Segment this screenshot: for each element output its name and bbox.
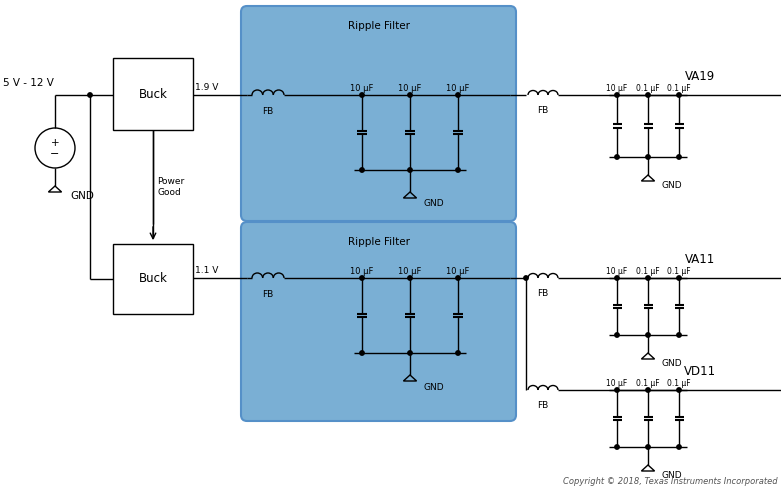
Circle shape bbox=[646, 388, 651, 392]
Text: GND: GND bbox=[70, 191, 94, 201]
Text: GND: GND bbox=[424, 382, 444, 391]
Text: Ripple Filter: Ripple Filter bbox=[348, 21, 409, 31]
Text: Ripple Filter: Ripple Filter bbox=[348, 237, 409, 247]
Circle shape bbox=[646, 93, 651, 97]
Circle shape bbox=[87, 93, 92, 97]
Circle shape bbox=[677, 388, 681, 392]
Circle shape bbox=[677, 276, 681, 280]
Text: 0.1 μF: 0.1 μF bbox=[637, 379, 660, 388]
Text: 10 μF: 10 μF bbox=[606, 84, 628, 93]
Circle shape bbox=[615, 388, 619, 392]
Text: 0.1 μF: 0.1 μF bbox=[667, 84, 691, 93]
Circle shape bbox=[456, 351, 460, 355]
Text: VA11: VA11 bbox=[685, 253, 715, 266]
Circle shape bbox=[615, 333, 619, 337]
Text: Power
Good: Power Good bbox=[157, 177, 184, 197]
Text: FB: FB bbox=[537, 289, 548, 298]
Circle shape bbox=[408, 351, 412, 355]
Text: 5 V - 12 V: 5 V - 12 V bbox=[3, 78, 54, 88]
Text: Copyright © 2018, Texas Instruments Incorporated: Copyright © 2018, Texas Instruments Inco… bbox=[563, 477, 778, 486]
Circle shape bbox=[360, 168, 364, 172]
Circle shape bbox=[408, 93, 412, 97]
Circle shape bbox=[456, 168, 460, 172]
Text: FB: FB bbox=[537, 106, 548, 115]
Text: FB: FB bbox=[262, 107, 273, 116]
FancyBboxPatch shape bbox=[113, 244, 193, 314]
Text: 0.1 μF: 0.1 μF bbox=[667, 379, 691, 388]
Text: 10 μF: 10 μF bbox=[398, 267, 422, 276]
Circle shape bbox=[360, 276, 364, 280]
Text: 10 μF: 10 μF bbox=[351, 84, 373, 93]
FancyBboxPatch shape bbox=[241, 222, 516, 421]
Circle shape bbox=[456, 276, 460, 280]
Circle shape bbox=[524, 276, 528, 280]
Text: Buck: Buck bbox=[138, 273, 167, 285]
Text: VA19: VA19 bbox=[685, 70, 715, 83]
Circle shape bbox=[360, 351, 364, 355]
Circle shape bbox=[677, 93, 681, 97]
Text: 1.1 V: 1.1 V bbox=[195, 266, 219, 275]
Text: 0.1 μF: 0.1 μF bbox=[667, 267, 691, 276]
Text: 10 μF: 10 μF bbox=[606, 267, 628, 276]
FancyBboxPatch shape bbox=[241, 6, 516, 221]
Text: FB: FB bbox=[537, 401, 548, 410]
Circle shape bbox=[677, 333, 681, 337]
Circle shape bbox=[456, 93, 460, 97]
Text: GND: GND bbox=[662, 470, 683, 480]
Text: 10 μF: 10 μF bbox=[351, 267, 373, 276]
Text: FB: FB bbox=[262, 290, 273, 299]
Circle shape bbox=[408, 276, 412, 280]
Circle shape bbox=[646, 155, 651, 159]
Text: Buck: Buck bbox=[138, 87, 167, 101]
Circle shape bbox=[408, 168, 412, 172]
Circle shape bbox=[677, 155, 681, 159]
Text: 10 μF: 10 μF bbox=[398, 84, 422, 93]
Circle shape bbox=[615, 155, 619, 159]
Text: 0.1 μF: 0.1 μF bbox=[637, 84, 660, 93]
Text: 10 μF: 10 μF bbox=[606, 379, 628, 388]
Circle shape bbox=[646, 276, 651, 280]
Circle shape bbox=[646, 333, 651, 337]
Text: GND: GND bbox=[424, 199, 444, 209]
Text: 0.1 μF: 0.1 μF bbox=[637, 267, 660, 276]
Text: +: + bbox=[51, 138, 59, 148]
Circle shape bbox=[615, 93, 619, 97]
Text: −: − bbox=[50, 149, 59, 159]
Text: GND: GND bbox=[662, 358, 683, 367]
Text: 10 μF: 10 μF bbox=[446, 267, 469, 276]
Text: 1.9 V: 1.9 V bbox=[195, 83, 219, 92]
Circle shape bbox=[360, 93, 364, 97]
Circle shape bbox=[615, 445, 619, 449]
Circle shape bbox=[615, 276, 619, 280]
Circle shape bbox=[646, 445, 651, 449]
Text: GND: GND bbox=[662, 181, 683, 190]
Circle shape bbox=[677, 445, 681, 449]
Text: 10 μF: 10 μF bbox=[446, 84, 469, 93]
Text: VD11: VD11 bbox=[684, 365, 716, 378]
FancyBboxPatch shape bbox=[113, 58, 193, 130]
